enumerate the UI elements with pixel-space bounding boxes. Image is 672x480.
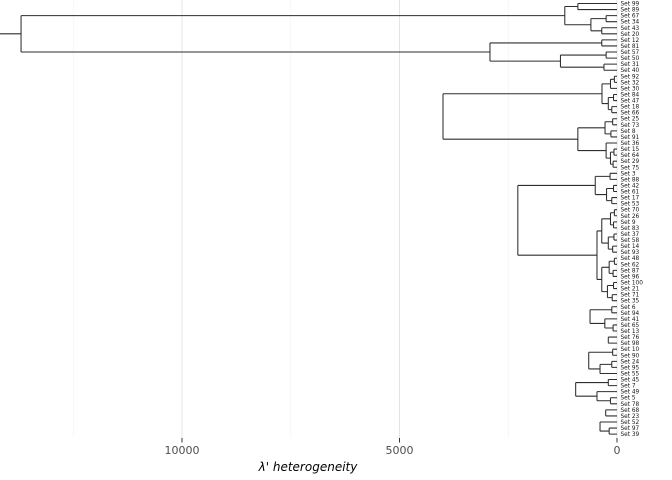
minor-gridlines	[72, 0, 509, 438]
leaf-label: Set 7	[621, 384, 636, 390]
cluster-top-group	[0, 2, 617, 71]
leaf-label: Set 50	[621, 56, 640, 62]
leaf-label: Set 26	[621, 214, 640, 220]
cluster-small-group-d	[575, 379, 617, 405]
leaf-label: Set 37	[621, 232, 640, 238]
leaf-label: Set 47	[621, 99, 640, 105]
leaf-label: Set 68	[621, 408, 640, 414]
leaf-label: Set 41	[621, 317, 640, 323]
leaf-label: Set 24	[621, 359, 640, 365]
leaf-label: Set 84	[621, 92, 640, 98]
leaf-label: Set 14	[621, 244, 640, 250]
leaf-label: Set 36	[621, 141, 640, 147]
leaf-label: Set 100	[621, 280, 644, 286]
leaf-label: Set 61	[621, 190, 640, 196]
cluster-lower-middle-group	[517, 172, 617, 302]
leaf-label: Set 87	[621, 268, 640, 274]
major-gridlines	[181, 0, 618, 438]
leaf-label: Set 95	[621, 365, 640, 371]
leaf-label: Set 71	[621, 293, 640, 299]
leaf-label: Set 88	[621, 177, 640, 183]
leaf-label: Set 55	[621, 371, 640, 377]
axis-tick-label: 5000	[386, 444, 414, 457]
leaf-label: Set 67	[621, 14, 640, 20]
leaf-label: Set 34	[621, 20, 640, 26]
leaf-label: Set 8	[621, 129, 636, 135]
leaf-label: Set 53	[621, 202, 640, 208]
leaf-label: Set 57	[621, 50, 640, 56]
axis-tick-label: 10000	[165, 444, 200, 457]
leaf-label: Set 45	[621, 378, 640, 384]
leaf-label: Set 49	[621, 390, 640, 396]
leaf-label: Set 6	[621, 305, 636, 311]
leaf-label: Set 23	[621, 414, 640, 420]
leaf-label: Set 97	[621, 426, 640, 432]
cluster-small-group-e	[605, 409, 617, 417]
leaf-label: Set 35	[621, 299, 640, 305]
cluster-small-group-c	[588, 348, 617, 374]
leaf-label: Set 43	[621, 26, 640, 32]
leaf-label: Set 5	[621, 396, 636, 402]
cluster-small-group-b	[607, 336, 617, 344]
leaf-label: Set 75	[621, 165, 640, 171]
leaf-label: Set 93	[621, 250, 640, 256]
leaf-label: Set 62	[621, 262, 640, 268]
leaf-label: Set 83	[621, 226, 640, 232]
leaf-label: Set 39	[621, 432, 640, 438]
leaf-label: Set 25	[621, 117, 640, 123]
cluster-upper-middle-group	[442, 75, 617, 168]
leaf-label: Set 52	[621, 420, 640, 426]
leaf-label: Set 98	[621, 341, 640, 347]
leaf-label: Set 31	[621, 62, 640, 68]
x-axis: 10000 5000 0	[165, 438, 621, 457]
cluster-small-group-a	[589, 306, 617, 332]
leaf-label: Set 32	[621, 80, 640, 86]
leaf-label: Set 99	[621, 2, 640, 8]
leaf-label: Set 21	[621, 287, 640, 293]
leaf-label: Set 17	[621, 196, 640, 202]
leaf-label: Set 58	[621, 238, 640, 244]
leaf-label: Set 40	[621, 68, 640, 74]
leaf-label: Set 91	[621, 135, 640, 141]
leaf-label: Set 30	[621, 86, 640, 92]
leaf-label: Set 13	[621, 329, 640, 335]
leaf-label: Set 89	[621, 8, 640, 14]
leaf-label: Set 81	[621, 44, 640, 50]
leaf-label: Set 10	[621, 347, 640, 353]
leaf-label: Set 66	[621, 111, 640, 117]
leaf-label: Set 48	[621, 256, 640, 262]
leaf-label: Set 64	[621, 153, 640, 159]
leaf-label: Set 20	[621, 32, 640, 38]
leaf-label: Set 18	[621, 105, 640, 111]
leaf-label: Set 76	[621, 335, 640, 341]
leaf-label: Set 94	[621, 311, 640, 317]
leaf-label: Set 42	[621, 183, 640, 189]
leaf-label: Set 12	[621, 38, 640, 44]
leaf-label: Set 29	[621, 159, 640, 165]
leaf-label: Set 92	[621, 74, 640, 80]
leaf-label: Set 78	[621, 402, 640, 408]
leaf-label: Set 65	[621, 323, 640, 329]
dendrogram-branches	[0, 2, 617, 435]
leaf-label: Set 96	[621, 274, 640, 280]
leaf-label: Set 70	[621, 208, 640, 214]
cluster-bottom-group	[599, 421, 617, 435]
leaf-label: Set 90	[621, 353, 640, 359]
x-axis-title: λ' heterogeneity	[258, 460, 359, 474]
leaf-label: Set 9	[621, 220, 636, 226]
leaf-label: Set 15	[621, 147, 640, 153]
leaf-label: Set 73	[621, 123, 640, 129]
leaf-label: Set 3	[621, 171, 636, 177]
axis-tick-label: 0	[614, 444, 621, 457]
